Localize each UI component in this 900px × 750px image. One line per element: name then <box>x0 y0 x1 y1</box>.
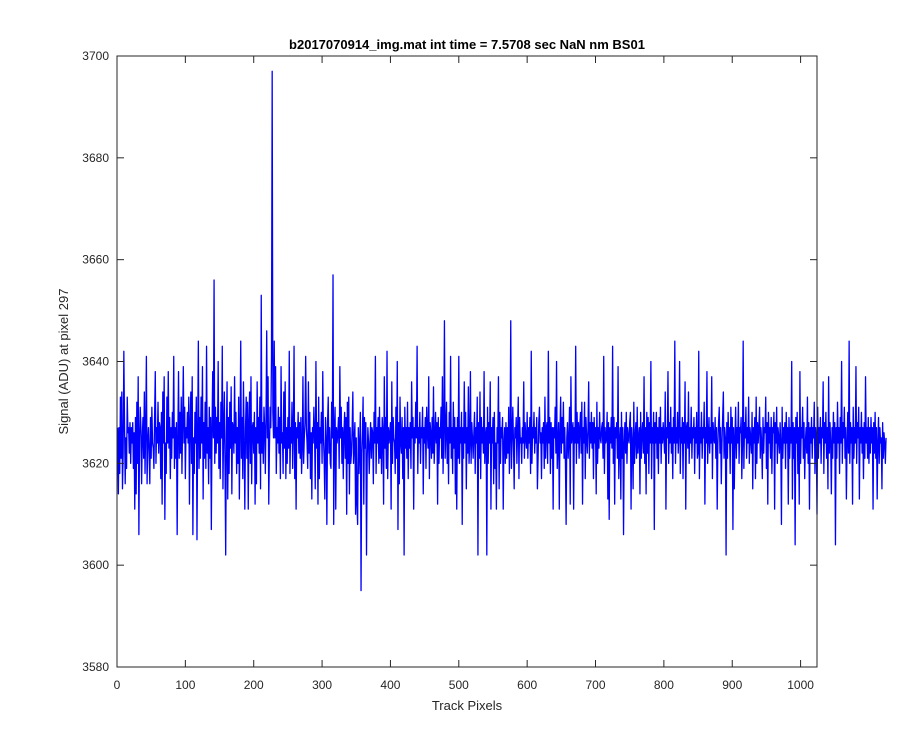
x-tick-label: 400 <box>380 678 400 692</box>
y-tick-label: 3700 <box>82 49 109 63</box>
x-tick-label: 1000 <box>787 678 814 692</box>
axes-box <box>116 55 818 668</box>
x-tick-label: 100 <box>175 678 195 692</box>
y-axis-title: Signal (ADU) at pixel 297 <box>56 289 71 435</box>
y-tick-label: 3660 <box>82 253 109 267</box>
x-tick-label: 900 <box>722 678 742 692</box>
plot-area <box>117 56 817 667</box>
x-tick-label: 0 <box>114 678 121 692</box>
series-layer <box>117 70 887 592</box>
x-tick-label: 200 <box>244 678 264 692</box>
x-tick-label: 500 <box>449 678 469 692</box>
x-tick-label: 700 <box>586 678 606 692</box>
series-line-1 <box>117 70 887 592</box>
y-tick-label: 3620 <box>82 456 109 470</box>
ticks-layer: 0 100 200 300 400 500 600 700 800 900 1000 3580 3600… <box>82 49 817 692</box>
x-tick-label: 800 <box>654 678 674 692</box>
y-tick-label: 3640 <box>82 355 109 369</box>
x-tick-label: 600 <box>517 678 537 692</box>
x-tick-label: 300 <box>312 678 332 692</box>
y-tick-label: 3680 <box>82 151 109 165</box>
chart-title: b2017070914_img.mat int time = 7.5708 se… <box>289 37 645 52</box>
y-tick-label: 3580 <box>82 660 109 674</box>
x-axis-title: Track Pixels <box>432 698 503 713</box>
y-tick-label: 3600 <box>82 558 109 572</box>
